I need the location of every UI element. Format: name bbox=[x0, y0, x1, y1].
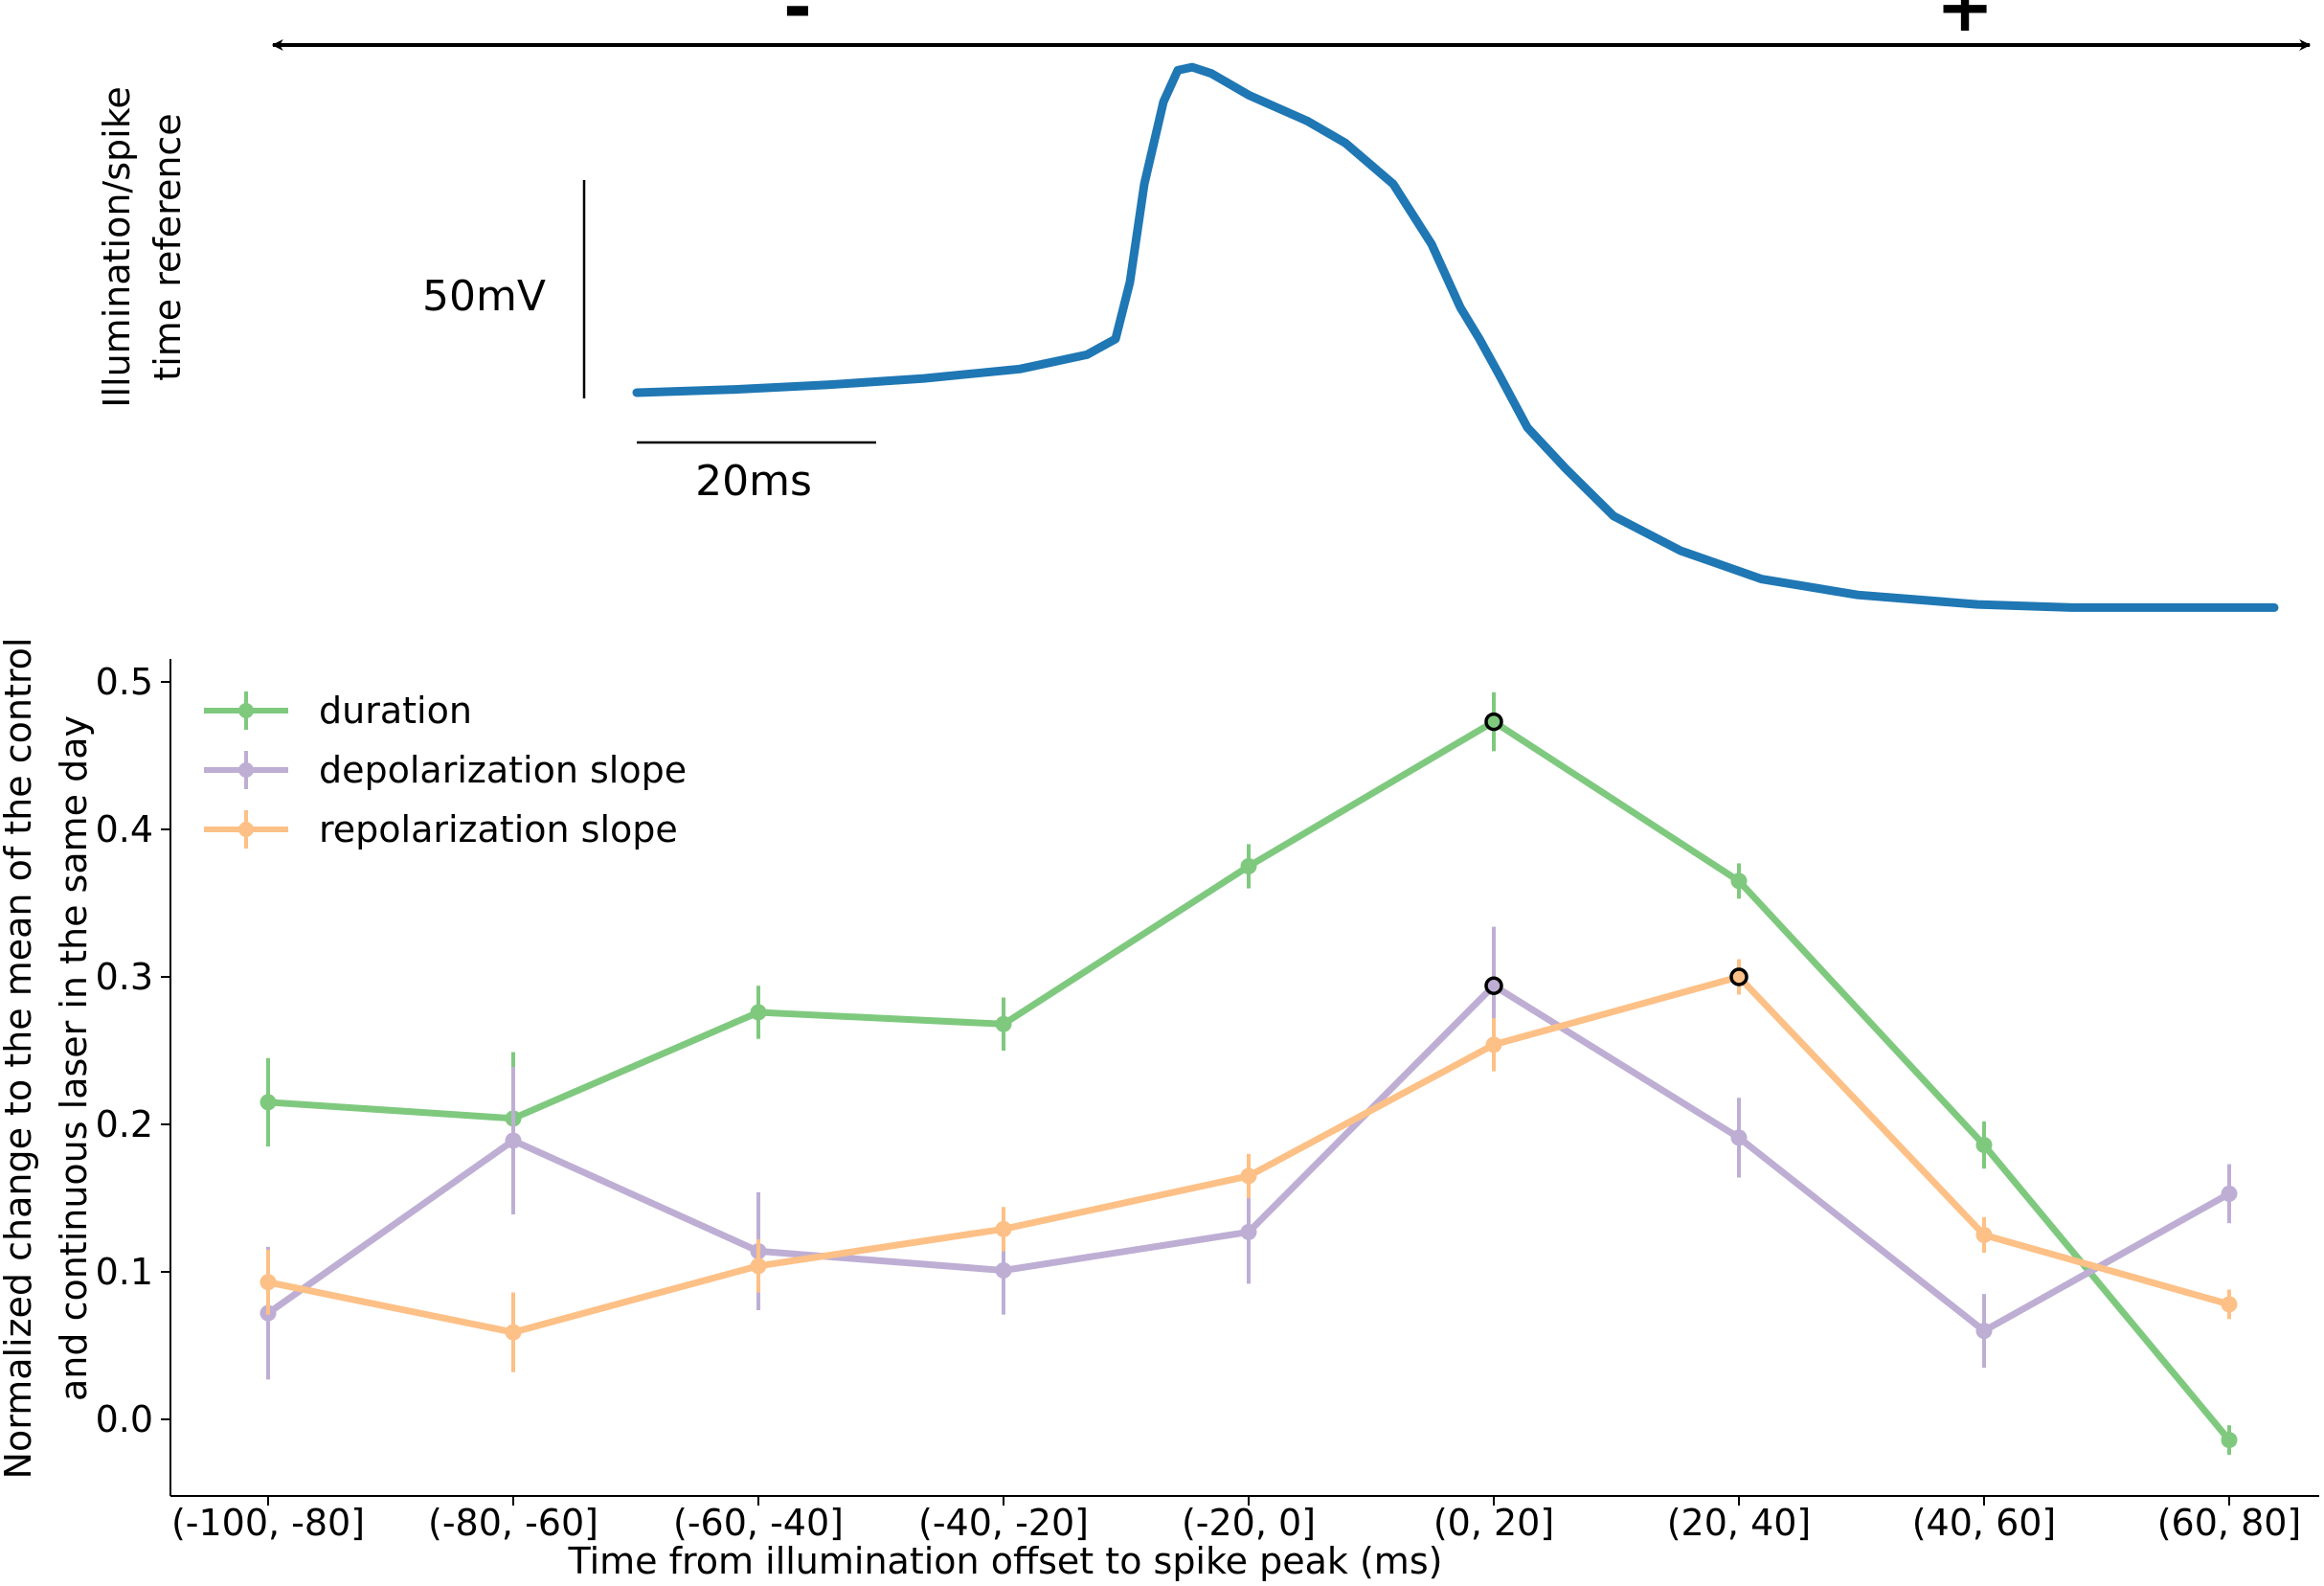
x-tick-label: (20, 40] bbox=[1667, 1502, 1812, 1544]
x-tick-label: (-20, 0] bbox=[1182, 1502, 1316, 1544]
plus-sign-label: + bbox=[1936, 0, 1994, 47]
data-point bbox=[259, 1094, 277, 1111]
data-point bbox=[505, 1132, 522, 1149]
data-point bbox=[1975, 1137, 1993, 1154]
highlighted-point bbox=[1484, 976, 1503, 995]
x-axis-title: Time from illumination offset to spike p… bbox=[568, 1540, 1443, 1582]
x-tick-label: (0, 20] bbox=[1433, 1502, 1554, 1544]
data-point bbox=[995, 1261, 1012, 1279]
data-point bbox=[1485, 1036, 1502, 1054]
x-tick-label: (-60, -40] bbox=[673, 1502, 844, 1544]
minus-sign-label: - bbox=[783, 0, 812, 47]
data-point bbox=[2221, 1296, 2238, 1313]
voltage-trace bbox=[632, 62, 2279, 612]
x-tick-label: (-100, -80] bbox=[171, 1502, 365, 1544]
data-point bbox=[2221, 1432, 2238, 1449]
data-point bbox=[2221, 1185, 2238, 1202]
data-point bbox=[1975, 1227, 1993, 1243]
y-tick-label: 0.4 bbox=[96, 808, 153, 850]
highlighted-point bbox=[1484, 712, 1503, 732]
y-ticks: 0.0 0.1 0.2 0.3 0.4 0.5 bbox=[96, 661, 170, 1440]
x-tick-label: (-40, -20] bbox=[918, 1502, 1089, 1544]
data-point bbox=[259, 1274, 277, 1291]
legend-marker bbox=[238, 822, 254, 837]
x-tick-label: (-80, -60] bbox=[428, 1502, 598, 1544]
voltage-scalebar-label: 50mV bbox=[422, 272, 546, 321]
time-scalebar-label: 20ms bbox=[695, 457, 812, 506]
reference-ylabel-line2: time reference bbox=[147, 113, 189, 380]
y-axis-title-line1: Normalized change to the mean of the con… bbox=[0, 638, 39, 1480]
legend-label: depolarization slope bbox=[319, 749, 687, 791]
y-tick-label: 0.1 bbox=[96, 1251, 153, 1293]
y-tick-label: 0.5 bbox=[96, 661, 153, 703]
data-point bbox=[995, 1220, 1012, 1237]
legend-item: depolarization slope bbox=[204, 749, 687, 791]
series-layer bbox=[259, 691, 2238, 1455]
series-2 bbox=[259, 959, 2238, 1372]
data-point bbox=[995, 1015, 1012, 1032]
legend-item: duration bbox=[204, 690, 472, 732]
series-1 bbox=[259, 926, 2238, 1380]
legend-marker bbox=[238, 762, 254, 778]
data-point bbox=[1240, 1167, 1257, 1185]
y-axis-title-line2: and continuous laser in the same day bbox=[53, 715, 95, 1401]
legend-label: repolarization slope bbox=[319, 808, 678, 850]
y-tick-label: 0.2 bbox=[96, 1103, 153, 1145]
x-tick-label: (60, 80] bbox=[2157, 1502, 2302, 1544]
data-point bbox=[750, 1004, 767, 1021]
normalized-change-chart: 0.0 0.1 0.2 0.3 0.4 0.5 (-100, -80] (-80, -60]… bbox=[0, 638, 2319, 1582]
legend-item: repolarization slope bbox=[204, 808, 678, 850]
y-tick-label: 0.3 bbox=[96, 956, 153, 998]
data-point bbox=[1240, 858, 1257, 874]
data-point bbox=[750, 1257, 767, 1275]
data-point bbox=[505, 1324, 522, 1341]
legend: duration depolarization slope repolarizati… bbox=[204, 690, 687, 850]
x-tick-label: (40, 60] bbox=[1912, 1502, 2057, 1544]
highlighted-point bbox=[1729, 967, 1749, 986]
data-point bbox=[1730, 872, 1748, 890]
y-tick-label: 0.0 bbox=[96, 1398, 153, 1440]
series-0 bbox=[259, 691, 2238, 1455]
spike-reference-panel: - + Illumination/spike time reference 50… bbox=[96, 0, 2312, 612]
legend-label: duration bbox=[319, 690, 472, 732]
data-point bbox=[1240, 1223, 1257, 1240]
reference-ylabel-line1: Illumination/spike bbox=[96, 86, 138, 407]
data-point bbox=[1975, 1323, 1993, 1340]
x-ticks: (-100, -80] (-80, -60] (-60, -40] (-40, -20… bbox=[171, 1496, 2301, 1544]
legend-marker bbox=[238, 703, 254, 718]
data-point bbox=[1730, 1129, 1748, 1146]
